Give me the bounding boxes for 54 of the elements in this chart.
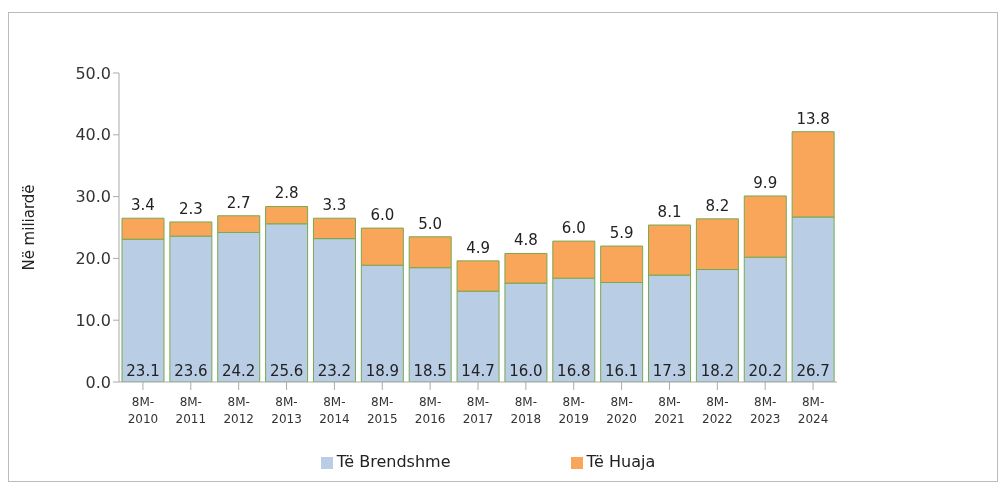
data-label: 6.0: [370, 206, 395, 225]
x-tick-label: 8M-2010: [127, 395, 159, 426]
data-label: 16.8: [557, 362, 591, 380]
x-tick-label: 8M-2013: [271, 395, 302, 426]
data-label: 23.6: [174, 362, 208, 380]
data-label: 4.8: [514, 231, 538, 250]
x-tick-label: 8M-2017: [462, 395, 494, 426]
y-axis-title: Në miliardë: [20, 184, 39, 271]
data-label: 18.5: [413, 362, 447, 380]
data-label: 2.8: [274, 184, 299, 203]
data-label: 23.2: [317, 362, 352, 380]
data-label: 2.3: [178, 199, 203, 218]
data-label: 4.9: [466, 238, 490, 257]
x-tick-label: 8M-2011: [175, 395, 207, 426]
x-tick-label: 8M-2018: [510, 395, 542, 426]
x-tick-label: 8M-2023: [749, 395, 781, 426]
data-label: 8.2: [705, 196, 730, 215]
x-tick-label: 8M-2016: [414, 395, 446, 426]
y-tick-label: 40.0: [75, 125, 111, 145]
data-label: 20.2: [748, 362, 782, 380]
data-label: 2.7: [226, 193, 251, 212]
y-tick-label: 20.0: [75, 249, 111, 269]
y-tick-label: 50.0: [75, 63, 111, 83]
data-label: 9.9: [753, 173, 778, 192]
data-label: 14.7: [461, 362, 495, 380]
legend-label: Të Brendshme: [336, 452, 451, 471]
data-label: 18.2: [700, 362, 735, 380]
data-label: 3.4: [131, 196, 155, 215]
data-label: 6.0: [561, 219, 586, 238]
y-tick-label: 10.0: [75, 310, 111, 330]
x-tick-label: 8M-2021: [654, 395, 685, 426]
data-label: 5.9: [609, 224, 634, 243]
y-tick-label: 0.0: [85, 372, 111, 392]
data-label: 26.7: [796, 362, 830, 380]
x-tick-label: 8M-2024: [797, 395, 829, 426]
data-label: 3.3: [322, 196, 347, 215]
data-label: 13.8: [796, 109, 830, 128]
data-label: 18.9: [365, 362, 400, 380]
data-label: 25.6: [269, 362, 304, 380]
data-label: 5.0: [418, 214, 443, 233]
x-tick-label: 8M-2019: [558, 395, 590, 426]
data-label: 16.1: [604, 362, 639, 380]
data-label: 16.0: [509, 362, 543, 380]
data-label: 8.1: [657, 203, 682, 222]
x-tick-label: 8M-2014: [319, 395, 350, 426]
x-tick-label: 8M-2015: [366, 395, 398, 426]
x-tick-label: 8M-2012: [223, 395, 254, 426]
x-tick-label: 8M-2022: [702, 395, 733, 426]
x-tick-label: 8M-2020: [606, 395, 637, 426]
data-label: 24.2: [222, 362, 256, 380]
legend-label: Të Huaja: [586, 452, 656, 471]
y-tick-label: 30.0: [75, 187, 111, 207]
data-label: 17.3: [652, 362, 687, 380]
data-label: 23.1: [126, 362, 160, 380]
